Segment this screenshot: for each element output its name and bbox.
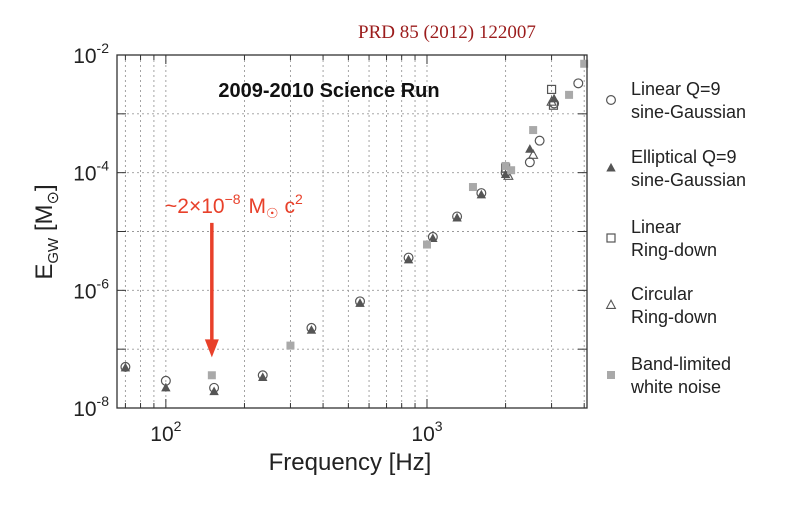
y-tick-label: 10-4 — [73, 158, 109, 186]
chart-title: 2009-2010 Science Run — [218, 80, 439, 102]
energy-annotation: ~2×10−8 M☉ c2 — [165, 191, 303, 358]
x-tick-label: 102 — [150, 418, 181, 446]
y-axis-title-text: E — [31, 264, 58, 280]
data-point — [534, 135, 545, 146]
reference-citation: PRD 85 (2012) 122007 — [358, 22, 536, 43]
data-point — [476, 189, 487, 199]
data-point — [422, 240, 431, 249]
legend-item-linear-q-9-sine-gaussian: Linear Q=9 sine-Gaussian — [605, 79, 746, 122]
legend: Linear Q=9 sine-Gaussian Elliptical Q=9 sin… — [605, 79, 746, 397]
data-point — [207, 371, 216, 380]
data-point — [428, 233, 438, 243]
legend-marker-icon — [605, 94, 616, 105]
x-axis-title: Frequency [Hz] — [269, 449, 432, 476]
y-tick-base: 10 — [73, 398, 96, 421]
data-point — [286, 341, 295, 350]
y-axis-title: EGW [M⊙] — [31, 184, 62, 279]
svg-text:EGW [M⊙]: EGW [M⊙] — [31, 184, 62, 279]
data-point — [452, 212, 462, 222]
legend-label: sine-Gaussian — [631, 170, 746, 190]
data-point — [546, 95, 557, 106]
legend-item-elliptical-q-9-sine-gaussian: Elliptical Q=9 sine-Gaussian — [606, 147, 746, 190]
legend-item-circular-ring-down: Circular Ring-down — [605, 284, 717, 327]
y-tick-exponent: -2 — [97, 40, 110, 56]
legend-marker-icon — [607, 371, 615, 379]
legend-label: Linear — [631, 217, 681, 237]
y-tick-base: 10 — [73, 45, 96, 68]
data-point — [573, 78, 584, 89]
legend-label: Ring-down — [631, 240, 717, 260]
x-tick-exponent: 2 — [174, 418, 182, 434]
data-point — [120, 362, 131, 372]
y-tick-exponent: -4 — [97, 158, 110, 174]
data-point — [161, 382, 171, 392]
legend-marker-icon — [606, 233, 616, 243]
legend-label: sine-Gaussian — [631, 102, 746, 122]
data-point — [527, 148, 539, 159]
legend-label: Circular — [631, 284, 693, 304]
legend-item-band-limited-white-noise: Band-limited white noise — [607, 354, 731, 397]
data-point — [580, 59, 589, 68]
y-axis-title-sub: GW — [45, 237, 62, 264]
data-point — [306, 325, 317, 334]
y-tick-exponent: -8 — [97, 393, 110, 409]
series-circular-ring-down — [503, 95, 557, 180]
y-tick-labels: 10-810-610-410-2 — [73, 40, 109, 421]
data-point — [503, 169, 514, 180]
y-tick-label: 10-2 — [73, 40, 109, 68]
series-elliptical-q-9-sine-gaussian — [120, 93, 559, 396]
legend-label: white noise — [630, 377, 721, 397]
legend-item-linear-ring-down: Linear Ring-down — [606, 217, 717, 260]
y-tick-base: 10 — [73, 280, 96, 303]
y-tick-exponent: -6 — [97, 275, 110, 291]
series-band-limited-white-noise — [207, 59, 589, 380]
y-tick-label: 10-6 — [73, 275, 109, 303]
data-point — [258, 372, 268, 381]
annotation-arrow-head-icon — [204, 339, 219, 358]
data-point — [507, 166, 516, 175]
annotation-label: ~2×10−8 M☉ c2 — [165, 191, 303, 221]
data-point — [525, 144, 535, 153]
legend-marker-icon — [605, 299, 617, 309]
data-point — [355, 298, 365, 307]
y-axis-title-unit: [M — [31, 204, 58, 237]
x-tick-base: 10 — [411, 423, 434, 446]
x-tick-exponent: 3 — [435, 418, 443, 434]
data-point — [546, 84, 557, 95]
legend-label: Linear Q=9 — [631, 79, 721, 99]
x-tick-label: 103 — [411, 418, 442, 446]
data-point — [565, 90, 574, 99]
data-point — [529, 126, 538, 135]
data-point — [209, 386, 219, 396]
data-point — [403, 254, 414, 264]
legend-label: Ring-down — [631, 307, 717, 327]
data-point — [468, 183, 477, 192]
plot-frame — [116, 54, 588, 409]
data-points — [120, 59, 589, 396]
y-tick-label: 10-8 — [73, 393, 109, 421]
x-tick-base: 10 — [150, 423, 173, 446]
y-tick-base: 10 — [73, 163, 96, 186]
legend-label: Band-limited — [631, 354, 731, 374]
x-tick-labels: 102 103 — [150, 418, 442, 446]
legend-label: Elliptical Q=9 — [631, 147, 737, 167]
legend-marker-icon — [606, 162, 616, 172]
sun-symbol-icon: ☉ — [266, 205, 279, 221]
sun-symbol-icon: ⊙ — [45, 191, 62, 204]
data-point — [501, 161, 510, 170]
